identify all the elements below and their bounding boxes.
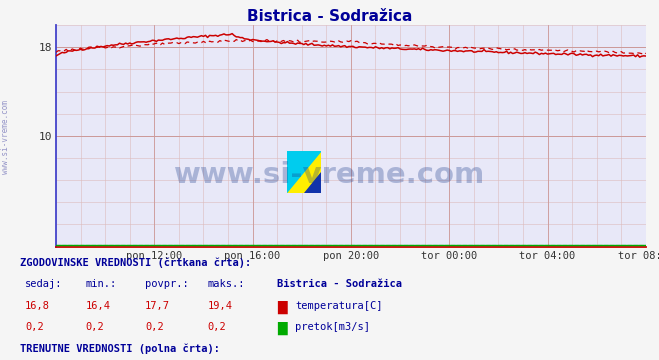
Text: 0,2: 0,2 xyxy=(86,322,104,332)
Text: TRENUTNE VREDNOSTI (polna črta):: TRENUTNE VREDNOSTI (polna črta): xyxy=(20,344,219,354)
Text: Bistrica - Sodražica: Bistrica - Sodražica xyxy=(277,279,402,289)
Text: 0,2: 0,2 xyxy=(208,322,226,332)
Text: povpr.:: povpr.: xyxy=(145,279,188,289)
Text: █: █ xyxy=(277,322,287,336)
Text: 0,2: 0,2 xyxy=(145,322,163,332)
Text: min.:: min.: xyxy=(86,279,117,289)
Text: 0,2: 0,2 xyxy=(25,322,43,332)
Text: 16,8: 16,8 xyxy=(25,301,50,311)
Text: Bistrica - Sodražica: Bistrica - Sodražica xyxy=(247,9,412,24)
Polygon shape xyxy=(304,172,321,193)
Text: temperatura[C]: temperatura[C] xyxy=(295,301,383,311)
Text: 16,4: 16,4 xyxy=(86,301,111,311)
Text: maks.:: maks.: xyxy=(208,279,245,289)
Polygon shape xyxy=(287,151,321,193)
Text: pretok[m3/s]: pretok[m3/s] xyxy=(295,322,370,332)
Text: www.si-vreme.com: www.si-vreme.com xyxy=(1,100,10,174)
Text: www.si-vreme.com: www.si-vreme.com xyxy=(174,161,485,189)
Text: ZGODOVINSKE VREDNOSTI (črtkana črta):: ZGODOVINSKE VREDNOSTI (črtkana črta): xyxy=(20,257,251,268)
Text: 17,7: 17,7 xyxy=(145,301,170,311)
Text: █: █ xyxy=(277,301,287,314)
Text: sedaj:: sedaj: xyxy=(25,279,63,289)
Text: 19,4: 19,4 xyxy=(208,301,233,311)
